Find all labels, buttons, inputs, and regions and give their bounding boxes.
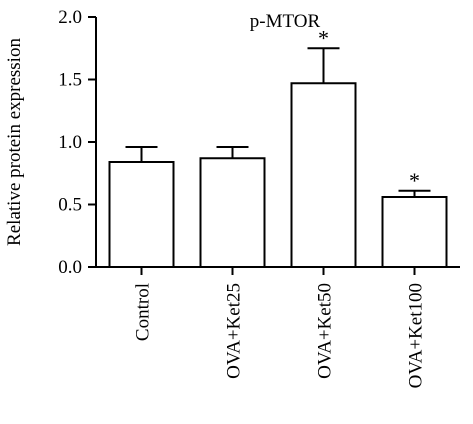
y-tick-label: 2.0: [58, 7, 82, 28]
y-tick-label: 1.0: [58, 132, 82, 153]
chart-title: p-MTOR: [250, 11, 321, 32]
y-tick-label: 0.0: [58, 257, 82, 278]
bar: [290, 82, 357, 268]
x-tick-label: OVA+Ket50: [315, 283, 336, 379]
y-axis-label: Relative protein expression: [4, 38, 25, 246]
bar: [108, 161, 175, 268]
x-tick-label: OVA+Ket25: [224, 283, 245, 379]
y-tick-label: 1.5: [58, 70, 82, 91]
significance-marker: *: [318, 25, 329, 50]
y-tick-label: 0.5: [58, 195, 82, 216]
x-tick-label: Control: [133, 283, 154, 341]
chart-marks: 0.0 0.5 1.0 1.5 2.0 Control OVA+Ket25 OVA+Ket50…: [58, 7, 448, 388]
significance-marker: *: [409, 168, 420, 193]
bar: [381, 196, 448, 268]
x-tick-label: OVA+Ket100: [406, 283, 427, 388]
bar: [199, 157, 266, 268]
